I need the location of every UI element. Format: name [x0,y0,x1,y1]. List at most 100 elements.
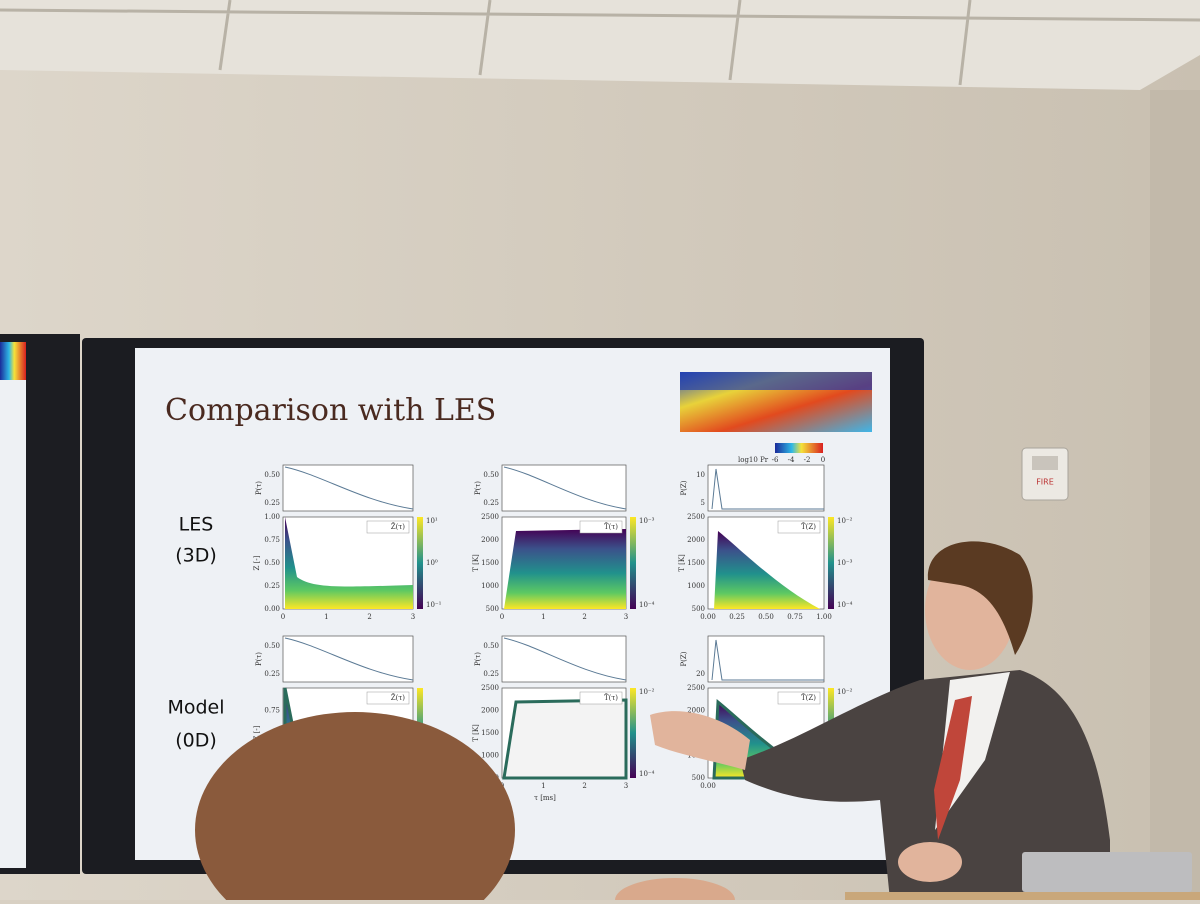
x-tick-label: 2 [367,613,371,621]
legend-box [366,691,410,705]
y-tick-label: 2500 [687,684,705,692]
heatmap [504,529,626,609]
marginal-curve [711,639,824,681]
colorbar [630,688,636,778]
x-tick-label: 1 [541,613,545,621]
y-tick-label: 1.00 [264,513,280,521]
row-label: Model [167,697,224,719]
x-tick-label: 0.50 [758,613,774,621]
y-tick-label: 2500 [687,513,705,521]
y-tick-label: 0.50 [264,559,280,567]
inset-colorbar-tick: 0 [821,456,825,464]
marginal-frame [707,635,825,683]
inset-colorbar [775,443,823,453]
presenter-hair [927,541,1033,655]
legend-label: T̄(Z) [801,693,816,702]
marginal-label: P(Z) [680,480,688,495]
desk [845,892,1200,900]
colorbar-tick: 10⁻⁴ [639,601,655,609]
inset-colorbar-ticks: -6 -4 -2 0 [772,456,826,464]
colorbar-tick: 10⁻¹ [426,601,442,609]
y-tick-label: 2000 [481,707,499,715]
x-tick-label: 0 [281,613,285,621]
y-tick-label: 1000 [687,582,705,590]
legend-box [579,520,623,534]
marginal-tick: 0.25 [264,670,280,678]
legend-label: T̄(τ) [604,693,618,702]
les-inset-top [680,372,872,390]
audience-head-bald [615,878,735,904]
marginal-tick: 5 [701,499,705,507]
colorbar [828,517,834,609]
x-tick-label: 3 [411,613,415,621]
colorbar-tick: 10⁻² [639,688,655,696]
marginal-tick: 0.25 [264,499,280,507]
y-tick-label: 2000 [687,707,705,715]
y-axis-label: T [K] [472,554,480,572]
y-tick-label: 2500 [481,513,499,521]
x-tick-label: 0.75 [787,613,803,621]
y-axis-label: Z [-] [253,725,261,740]
legend-box [777,691,821,705]
marginal-tick: 0.25 [483,670,499,678]
colorbar-tick: 10⁻⁴ [837,601,853,609]
legend-label: Z̄(τ) [391,522,405,531]
y-tick-label: 0.75 [264,536,280,544]
x-tick-label: 0 [500,613,504,621]
slide-title: Comparison with LES [165,393,496,428]
x-tick-label: 1 [324,613,328,621]
y-tick-label: 500 [486,605,499,613]
presenter-hand [650,711,750,770]
marginal-tick: 0.50 [483,642,499,650]
colorbar [630,517,636,609]
y-tick-label: 2500 [481,684,499,692]
marginal-curve [503,466,627,510]
legend-label: Z̄(τ) [391,693,405,702]
y-tick-label: 2000 [687,536,705,544]
laptop [1022,852,1192,892]
presenter-tie [934,696,972,840]
marginal-tick: 0.50 [264,471,280,479]
ceiling-grid [0,0,1200,86]
y-tick-label: 1500 [481,729,499,737]
marginal-tick: 20 [696,670,705,678]
y-axis-label: T [K] [678,554,686,572]
y-tick-label: 1500 [687,559,705,567]
fire-alarm [1021,447,1069,501]
colorbar-tick: 10⁻³ [639,517,655,525]
legend-label: T̄(Z) [801,522,816,531]
y-tick-label: 2000 [481,536,499,544]
y-tick-label: 500 [692,605,705,613]
x-tick-label: 1 [541,782,545,790]
inset-colorbar-tick: -6 [772,456,779,464]
presenter-left-hand [898,842,962,882]
y-axis-label: Z [-] [253,555,261,570]
x-tick-label: 1.00 [816,613,832,621]
ceiling [0,0,1200,90]
audience-head [195,712,515,904]
x-tick-label: 2 [582,782,586,790]
colorbar [417,517,423,609]
y-tick-label: 1000 [481,752,499,760]
x-tick-label: 3 [624,613,628,621]
wall-corner [1150,90,1200,900]
marginal-tick: 0.50 [483,471,499,479]
y-tick-label: 0.00 [264,605,280,613]
inset-colorbar-tick: -2 [804,456,811,464]
x-tick-label: 3 [624,782,628,790]
heatmap [714,531,820,609]
x-tick-label: 0.00 [700,782,716,790]
heatmap [502,698,628,780]
y-tick-label: 1000 [481,582,499,590]
inset-colorbar-tick: -4 [788,456,795,464]
fire-alarm-label: FIRE [1036,478,1054,487]
marginal-label: P(τ) [474,652,482,666]
colorbar-tick: 10⁻² [837,517,853,525]
colorbar-tick: 10¹ [426,517,438,525]
heatmap [285,517,413,609]
y-tick-label: 0.25 [264,582,280,590]
marginal-label: P(τ) [474,481,482,495]
marginal-tick: 0.50 [264,642,280,650]
presenter-suit [740,670,1110,900]
row-label: (0D) [175,730,217,752]
